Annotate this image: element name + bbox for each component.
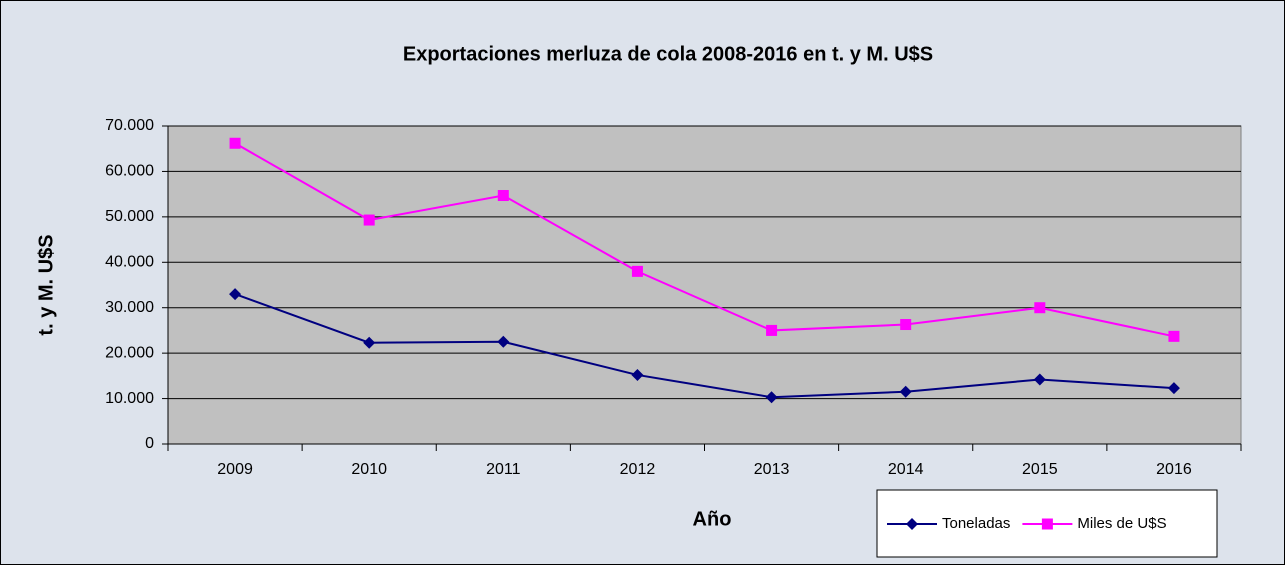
x-tick-label: 2014 <box>888 461 924 478</box>
y-tick-label: 60.000 <box>105 163 154 180</box>
legend-label: Miles de U$S <box>1077 515 1166 532</box>
y-tick-label: 20.000 <box>105 344 154 361</box>
data-point <box>1168 330 1180 342</box>
data-point <box>497 190 509 202</box>
y-tick-label: 30.000 <box>105 299 154 316</box>
plot-area <box>167 125 1242 445</box>
series-line <box>234 293 1175 399</box>
x-tick-label: 2012 <box>620 461 656 478</box>
data-point <box>1033 373 1046 386</box>
data-point <box>229 137 241 149</box>
y-tick-label: 70.000 <box>105 117 154 134</box>
data-point <box>363 214 375 226</box>
data-point <box>899 385 912 398</box>
y-tick-label: 50.000 <box>105 208 154 225</box>
data-point <box>631 265 643 277</box>
x-tick-label: 2013 <box>754 461 790 478</box>
x-tick-label: 2015 <box>1022 461 1058 478</box>
data-point <box>766 324 778 336</box>
y-tick-label: 0 <box>145 435 154 452</box>
data-point <box>900 319 912 331</box>
legend-marker <box>906 518 918 530</box>
data-point <box>229 288 242 301</box>
legend-label: Toneladas <box>942 515 1010 532</box>
data-point <box>765 391 778 404</box>
x-axis-label: Año <box>693 508 732 530</box>
data-point <box>1167 382 1180 395</box>
x-tick-label: 2009 <box>217 461 253 478</box>
legend-marker <box>1041 518 1053 530</box>
y-tick-label: 40.000 <box>105 254 154 271</box>
y-tick-label: 10.000 <box>105 390 154 407</box>
x-tick-label: 2010 <box>351 461 387 478</box>
x-tick-label: 2011 <box>486 461 521 478</box>
y-axis-label: t. y M. U$S <box>35 234 57 335</box>
series-line <box>234 142 1175 338</box>
x-tick-label: 2016 <box>1156 461 1192 478</box>
data-point <box>1034 302 1046 314</box>
data-point <box>631 368 644 381</box>
data-point <box>363 336 376 349</box>
chart-title: Exportaciones merluza de cola 2008-2016 … <box>403 43 933 65</box>
data-point <box>497 335 510 348</box>
